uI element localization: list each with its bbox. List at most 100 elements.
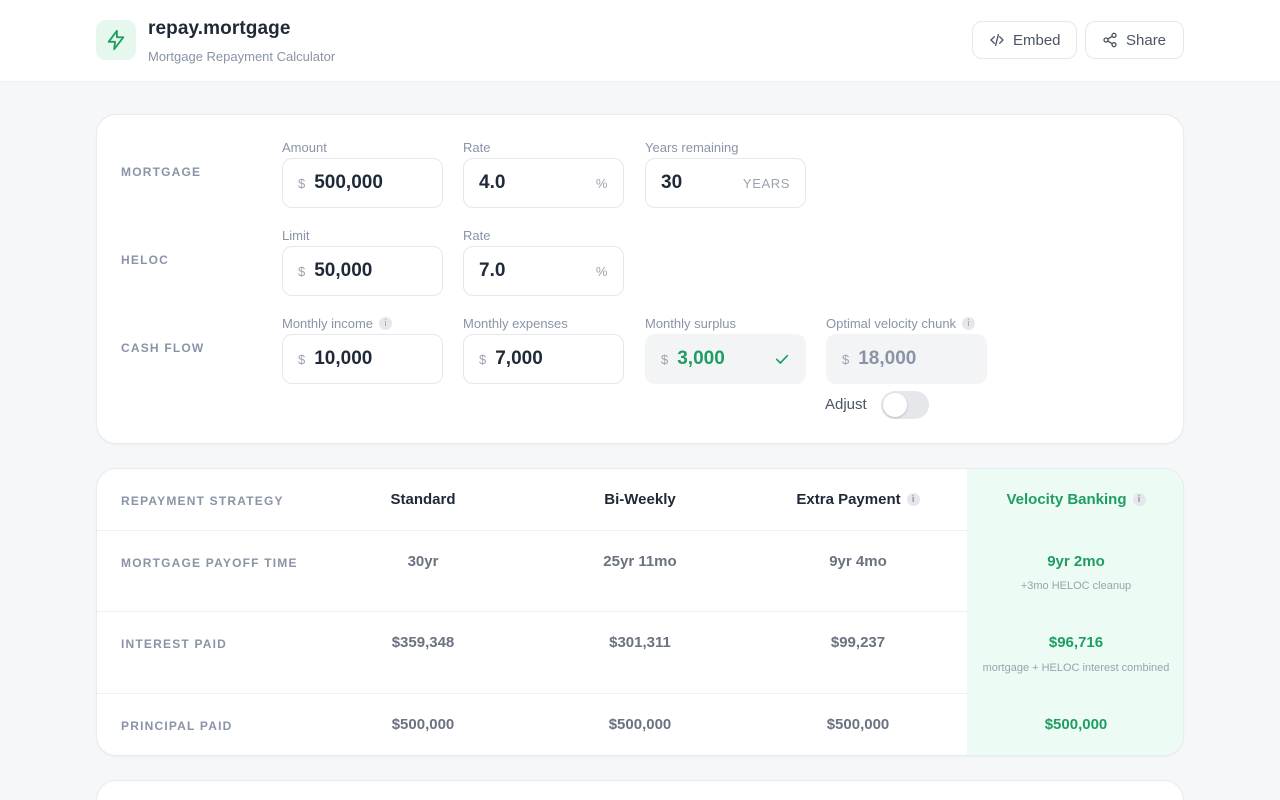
logo [96,20,136,60]
mortgage-rate-label: Rate [463,140,490,155]
share-button[interactable]: Share [1085,21,1184,59]
share-nodes-icon [1103,32,1117,48]
row-label-interest-paid: INTEREST PAID [121,637,228,651]
row-label-principal-paid: PRINCIPAL PAID [121,719,233,733]
monthly-expenses-value: 7,000 [495,348,543,369]
table-cell-velocity: 9yr 2mo [1047,553,1105,570]
share-button-label: Share [1126,31,1167,49]
check-icon [775,354,789,364]
lightning-bolt-icon [107,29,125,51]
column-header-standard-text: Standard [390,491,456,508]
monthly-expenses-label-text: Monthly expenses [463,316,568,331]
embed-button-label: Embed [1013,31,1061,49]
heloc-rate-label-text: Rate [463,228,491,243]
currency-symbol: $ [298,351,306,367]
column-header-bi-weekly: Bi-Weekly [531,491,749,508]
monthly-surplus-label: Monthly surplus [645,316,736,331]
monthly-surplus-value: 3,000 [677,348,725,369]
velocity-chunk-field: $ 18,000 [826,334,987,384]
column-header-extra-payment-text: Extra Payment [796,491,901,508]
mortgage-rate-label-text: Rate [463,140,491,155]
code-icon [990,34,1004,46]
table-cell: 9yr 4mo [829,553,887,570]
table-cell: $500,000 [826,716,890,733]
monthly-income-label: Monthly income i [282,316,393,331]
velocity-chunk-value: 18,000 [858,348,917,369]
table-cell-velocity: $96,716 [1048,634,1104,651]
years-remaining-label-text: Years remaining [645,140,739,155]
table-cell: 25yr 11mo [603,553,677,570]
monthly-income-value: 10,000 [314,348,373,369]
heloc-rate-label: Rate [463,228,490,243]
mortgage-rate-field[interactable]: 4.0 % [463,158,624,208]
adjust-toggle[interactable] [881,391,929,419]
info-icon[interactable]: i [1132,493,1146,506]
column-header-velocity-banking: Velocity Banking i [967,491,1183,508]
currency-symbol: $ [479,351,487,367]
velocity-chunk-label: Optimal velocity chunk i [826,316,976,331]
currency-symbol: $ [298,263,306,279]
column-header-bi-weekly-text: Bi-Weekly [604,491,676,508]
velocity-chunk-label-text: Optimal velocity chunk [826,316,957,331]
velocity-banking-column-highlight [967,469,1183,755]
info-icon[interactable]: i [962,317,976,330]
table-cell: $359,348 [391,634,455,651]
currency-symbol: $ [298,175,306,191]
percent-unit: % [595,175,608,191]
adjust-label: Adjust [825,396,867,413]
inputs-card: MORTGAGE Amount $ 500,000 Rate 4.0 % Yea… [96,114,1184,444]
brand-subtitle: Mortgage Repayment Calculator [148,49,336,64]
mortgage-amount-value: 500,000 [314,172,383,193]
monthly-expenses-field[interactable]: $ 7,000 [463,334,624,384]
column-header-velocity-banking-text: Velocity Banking [1006,491,1127,508]
heloc-rate-value: 7.0 [479,260,506,281]
column-header-extra-payment: Extra Payment i [749,491,967,508]
mortgage-amount-label: Amount [282,140,327,155]
monthly-surplus-field: $ 3,000 [645,334,806,384]
info-icon[interactable]: i [906,493,920,506]
mortgage-section-label: MORTGAGE [121,165,202,179]
row-label-payoff-time: MORTGAGE PAYOFF TIME [121,556,298,570]
row-divider [97,530,967,531]
currency-symbol: $ [661,351,669,367]
years-remaining-field[interactable]: 30 YEARS [645,158,806,208]
row-divider [97,611,967,612]
app-header: repay.mortgage Mortgage Repayment Calcul… [0,0,1280,82]
heloc-cleanup-note: +3mo HELOC cleanup [1020,580,1132,592]
monthly-income-field[interactable]: $ 10,000 [282,334,443,384]
mortgage-rate-value: 4.0 [479,172,506,193]
percent-unit: % [595,263,608,279]
table-cell: $301,311 [609,634,671,651]
row-divider [97,693,967,694]
cash-flow-section-label: CASH FLOW [121,341,205,355]
table-cell: $500,000 [608,716,672,733]
years-remaining-label: Years remaining [645,140,738,155]
heloc-limit-value: 50,000 [314,260,373,281]
years-remaining-value: 30 [661,172,683,193]
strategy-comparison-table: REPAYMENT STRATEGY Standard Bi-Weekly Ex… [96,468,1184,756]
table-cell: 30yr [407,553,439,570]
results-card [96,780,1184,800]
monthly-income-label-text: Monthly income [282,316,374,331]
info-icon[interactable]: i [379,317,393,330]
mortgage-amount-field[interactable]: $ 500,000 [282,158,443,208]
heloc-limit-label: Limit [282,228,309,243]
monthly-expenses-label: Monthly expenses [463,316,568,331]
heloc-limit-field[interactable]: $ 50,000 [282,246,443,296]
column-header-standard: Standard [315,491,531,508]
interest-combined-note: mortgage + HELOC interest combined [982,662,1170,674]
years-unit: YEARS [742,175,790,191]
heloc-limit-label-text: Limit [282,228,310,243]
embed-button[interactable]: Embed [972,21,1077,59]
mortgage-amount-label-text: Amount [282,140,327,155]
table-cell: $99,237 [830,634,886,651]
brand-name: repay.mortgage [148,18,291,39]
table-cell: $500,000 [391,716,455,733]
toggle-knob [883,393,907,417]
heloc-rate-field[interactable]: 7.0 % [463,246,624,296]
table-cell-velocity: $500,000 [1044,716,1108,733]
table-header-label: REPAYMENT STRATEGY [121,494,284,508]
monthly-surplus-label-text: Monthly surplus [645,316,737,331]
heloc-section-label: HELOC [121,253,169,267]
currency-symbol: $ [842,351,850,367]
